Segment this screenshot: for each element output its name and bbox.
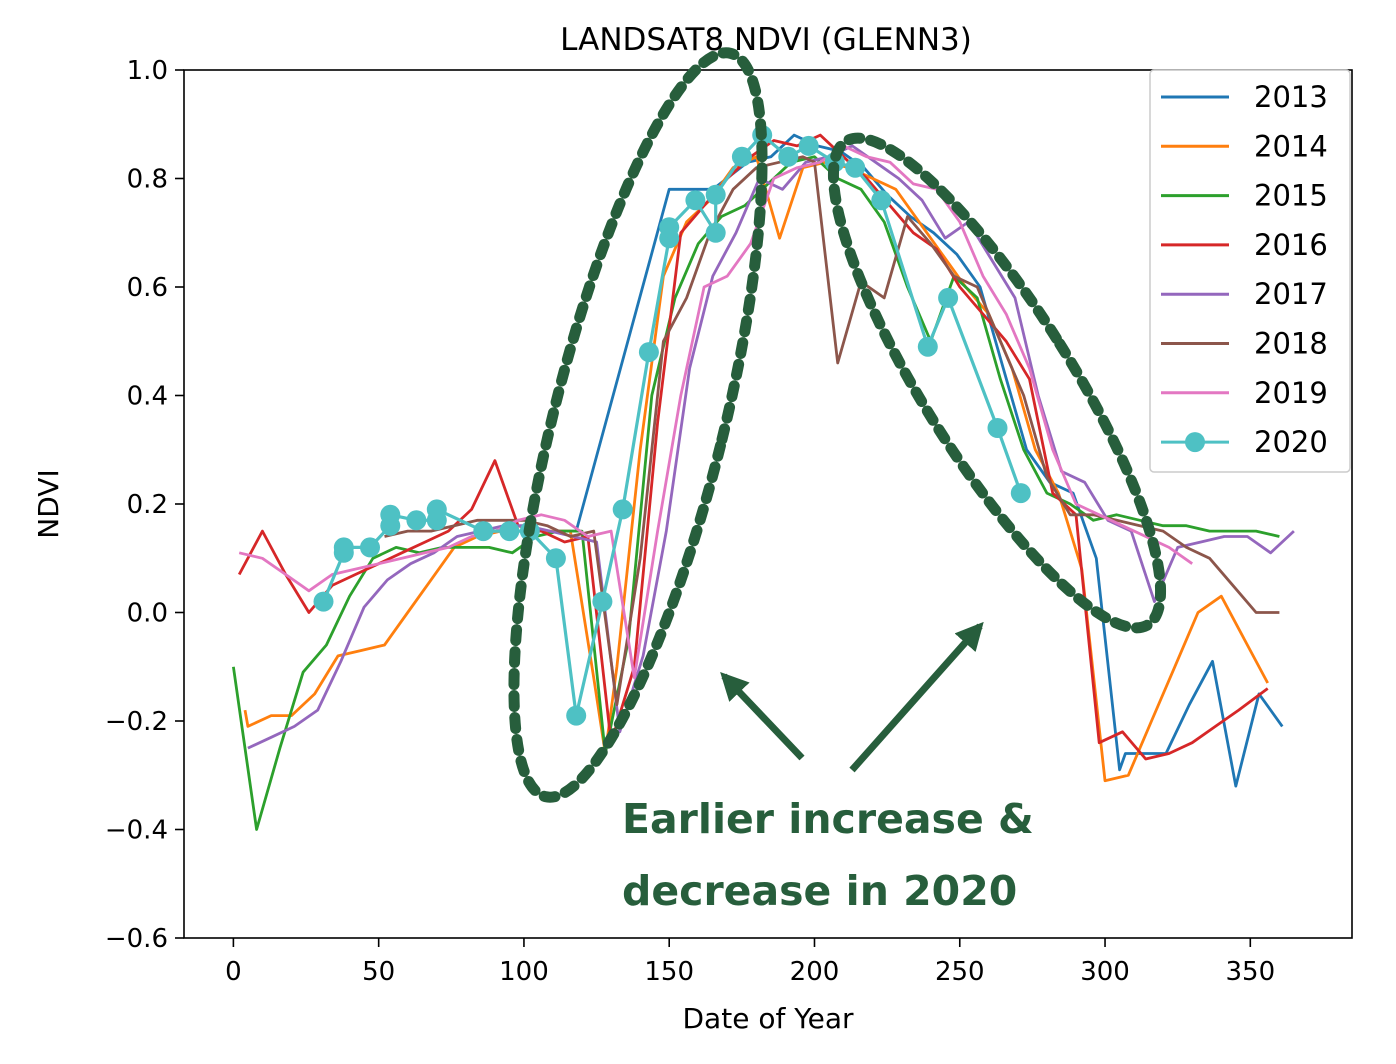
y-tick-label: −0.4 (105, 816, 168, 846)
data-point-2020 (659, 217, 680, 238)
data-point-2020 (473, 521, 494, 542)
x-axis-label: Date of Year (683, 1002, 854, 1035)
data-point-2020 (685, 190, 706, 211)
arrow-right (849, 621, 984, 773)
data-point-2020 (938, 287, 959, 308)
legend-label-2015: 2015 (1254, 179, 1328, 213)
data-point-2020 (778, 146, 799, 167)
legend-label-2018: 2018 (1254, 327, 1328, 361)
data-point-2020 (798, 135, 819, 156)
legend-frame (1149, 69, 1351, 473)
y-tick-label: −0.6 (105, 924, 168, 954)
y-tick-label: 0.8 (127, 165, 168, 195)
y-tick-label: 0.2 (127, 490, 168, 520)
legend: 2013 2014 2015 2016 2017 2018 2019 2020 (1149, 69, 1351, 473)
legend-label-2019: 2019 (1254, 376, 1328, 410)
y-tick-label: −0.2 (105, 707, 168, 737)
x-axis: 0 50 100 150 200 250 300 350 (225, 938, 1275, 987)
data-point-2020 (426, 499, 447, 520)
data-point-2020 (1010, 483, 1031, 504)
y-tick-label: 0.6 (127, 273, 168, 303)
data-point-2020 (845, 157, 866, 178)
data-point-2020 (871, 190, 892, 211)
annotation-line-2: decrease in 2020 (622, 867, 1017, 915)
data-point-2020 (731, 146, 752, 167)
legend-label-2016: 2016 (1254, 228, 1328, 262)
data-point-2020 (313, 591, 334, 612)
data-point-2020 (499, 521, 520, 542)
data-point-2020 (705, 222, 726, 243)
early-increase-highlight (508, 47, 768, 803)
x-tick-label: 300 (1080, 957, 1130, 987)
data-point-2020 (380, 504, 401, 525)
legend-marker-2020 (1185, 432, 1205, 453)
x-tick-label: 250 (935, 957, 985, 987)
data-point-2020 (333, 537, 354, 558)
data-point-2020 (612, 499, 633, 520)
series-line-2017 (247, 144, 1295, 750)
legend-label-2014: 2014 (1254, 129, 1328, 163)
x-tick-label: 50 (362, 957, 395, 987)
annotation-layer: Earlier increase & decrease in 2020 (508, 47, 1167, 915)
annotation-line-1: Earlier increase & (622, 795, 1034, 843)
y-tick-label: 0.4 (127, 382, 168, 412)
arrow-left (720, 671, 805, 761)
x-tick-label: 350 (1225, 957, 1275, 987)
early-decrease-highlight (827, 132, 1167, 634)
y-axis: −0.6 −0.4 −0.2 0.0 0.2 0.4 0.6 0.8 1.0 (105, 56, 184, 954)
x-tick-label: 150 (644, 957, 694, 987)
legend-label-2017: 2017 (1254, 277, 1328, 311)
legend-label-2013: 2013 (1254, 80, 1328, 114)
legend-label-2020: 2020 (1254, 425, 1328, 459)
x-tick-label: 100 (499, 957, 549, 987)
data-point-2020 (406, 510, 427, 531)
data-point-2020 (917, 336, 938, 357)
y-tick-label: 0.0 (127, 599, 168, 629)
data-point-2020 (705, 184, 726, 205)
x-tick-label: 0 (225, 957, 242, 987)
data-point-2020 (566, 705, 587, 726)
series-line-2019 (238, 144, 1194, 679)
y-tick-label: 1.0 (127, 56, 168, 86)
data-point-2020 (545, 548, 566, 569)
data-point-2020 (987, 418, 1008, 438)
x-tick-label: 200 (790, 957, 840, 987)
data-point-2020 (638, 342, 659, 363)
data-point-2020 (592, 591, 613, 612)
data-point-2020 (360, 537, 380, 558)
y-axis-label: NDVI (32, 469, 65, 538)
chart-title: LANDSAT8 NDVI (GLENN3) (560, 22, 972, 58)
